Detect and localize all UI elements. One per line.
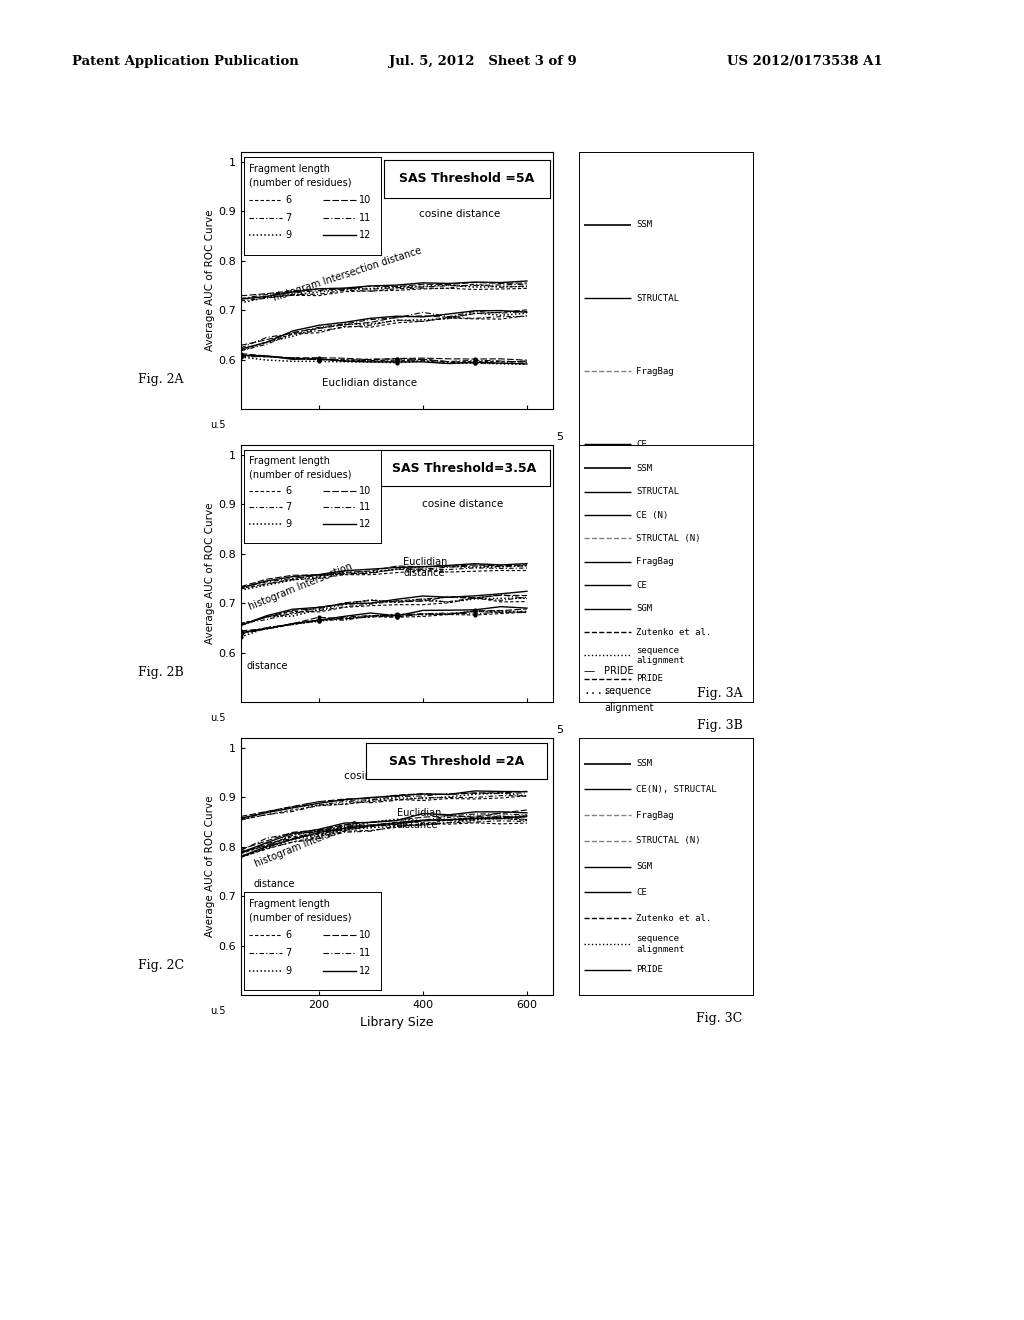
Text: PRIDE: PRIDE <box>604 667 634 676</box>
Text: Fig. 3A: Fig. 3A <box>696 686 742 700</box>
Text: STRUCTAL (N): STRUCTAL (N) <box>636 837 700 845</box>
Text: histogram Intersection distance: histogram Intersection distance <box>272 246 423 304</box>
Text: PRIDE: PRIDE <box>636 965 663 974</box>
Text: histogram Intersection: histogram Intersection <box>247 561 353 611</box>
Text: Fig. 3C: Fig. 3C <box>696 1011 742 1024</box>
Y-axis label: Average AUC of ROC Curve: Average AUC of ROC Curve <box>205 210 215 351</box>
Text: Fig. 2A: Fig. 2A <box>138 372 183 385</box>
Text: FragBag: FragBag <box>636 367 674 376</box>
Text: Patent Application Publication: Patent Application Publication <box>72 55 298 69</box>
Text: sequence: sequence <box>604 686 651 696</box>
Text: CE(N), STRUCTAL: CE(N), STRUCTAL <box>636 785 717 793</box>
Text: Zutenko et al.: Zutenko et al. <box>636 586 712 595</box>
Text: US 2012/0173538 A1: US 2012/0173538 A1 <box>727 55 883 69</box>
Text: distance: distance <box>247 661 289 671</box>
Text: PRIDE: PRIDE <box>636 675 663 684</box>
Text: .....: ..... <box>584 686 617 696</box>
Text: Euclidian
distance: Euclidian distance <box>397 808 441 830</box>
Text: u.5: u.5 <box>210 420 225 430</box>
Text: Jul. 5, 2012   Sheet 3 of 9: Jul. 5, 2012 Sheet 3 of 9 <box>389 55 577 69</box>
Text: SGM: SGM <box>636 605 652 612</box>
Text: cosine distance: cosine distance <box>422 499 503 508</box>
Text: sequence
alignment: sequence alignment <box>636 935 684 953</box>
Text: Euclidian distance: Euclidian distance <box>322 378 417 388</box>
Text: Zutenko et al.: Zutenko et al. <box>636 913 712 923</box>
X-axis label: Library Size: Library Size <box>360 1015 433 1028</box>
Text: FragBag: FragBag <box>636 810 674 820</box>
Y-axis label: Average AUC of ROC Curve: Average AUC of ROC Curve <box>205 503 215 644</box>
Text: SGM: SGM <box>636 862 652 871</box>
Text: u.5: u.5 <box>210 713 225 723</box>
Y-axis label: Average AUC of ROC Curve: Average AUC of ROC Curve <box>205 796 215 937</box>
Text: STRUCTAL: STRUCTAL <box>636 293 679 302</box>
Text: Fig. 2B: Fig. 2B <box>138 665 184 678</box>
Text: CE: CE <box>636 888 647 896</box>
Text: Fig. 3B: Fig. 3B <box>696 718 742 731</box>
Text: 5: 5 <box>556 433 563 442</box>
Text: Euclidian
distance: Euclidian distance <box>403 557 447 578</box>
Text: CE: CE <box>636 440 647 449</box>
Text: cosine distance: cosine distance <box>344 771 425 781</box>
Text: SSM: SSM <box>636 463 652 473</box>
Text: alignment: alignment <box>604 704 653 713</box>
Text: CE: CE <box>636 581 647 590</box>
Text: histogram Intersection: histogram Intersection <box>253 818 359 869</box>
Text: SSM: SSM <box>636 220 652 230</box>
Text: 5: 5 <box>556 726 563 735</box>
Text: STRUCTAL: STRUCTAL <box>636 487 679 496</box>
Text: Zutenko et al.: Zutenko et al. <box>636 627 712 636</box>
Text: CE (N): CE (N) <box>636 511 669 520</box>
Text: cosine distance: cosine distance <box>419 210 500 219</box>
Text: sequence
alignment: sequence alignment <box>636 645 684 665</box>
Text: u.5: u.5 <box>210 1006 225 1016</box>
Text: FragBag: FragBag <box>636 557 674 566</box>
Text: Fig. 2C: Fig. 2C <box>138 958 184 972</box>
Text: SSM: SSM <box>636 759 652 768</box>
Text: STRUCTAL (N): STRUCTAL (N) <box>636 535 700 543</box>
Text: distance: distance <box>253 879 295 890</box>
Text: SGM: SGM <box>636 513 652 521</box>
Text: —: — <box>584 667 595 676</box>
